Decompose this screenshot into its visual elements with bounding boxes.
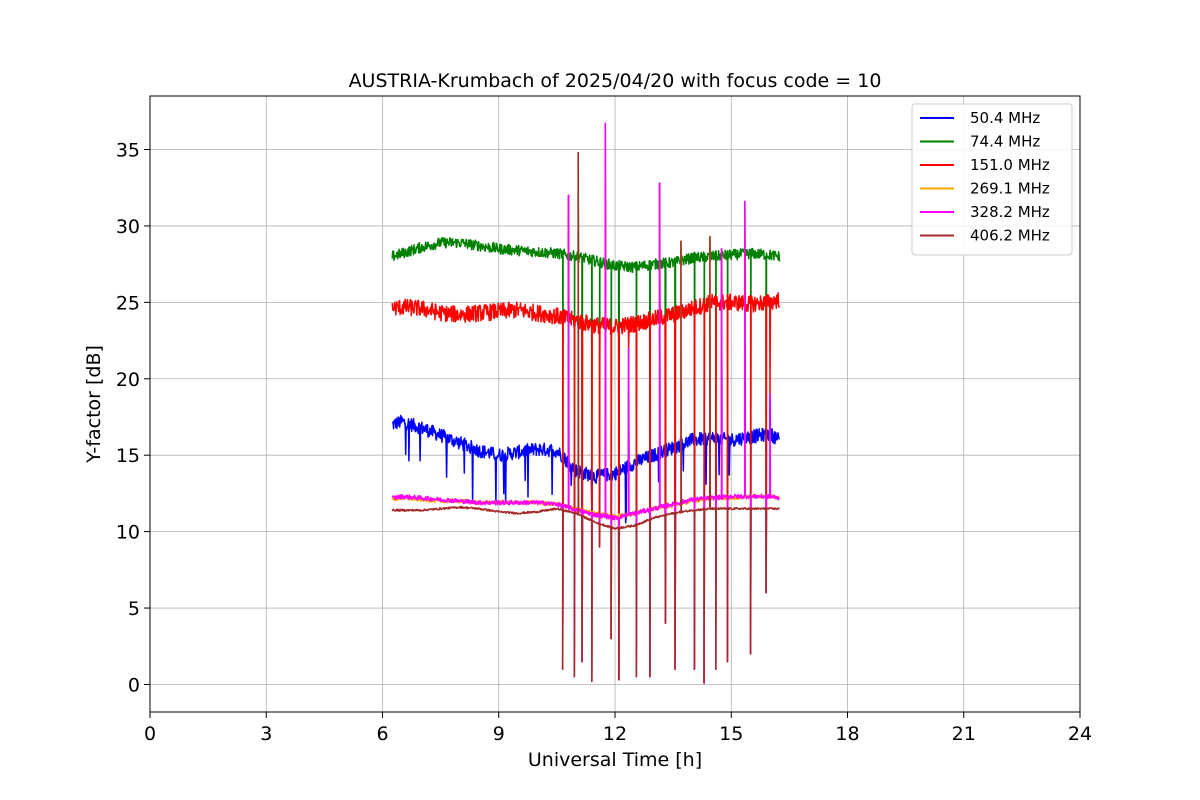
legend-label: 328.2 MHz [970, 203, 1050, 221]
series-layer [391, 122, 781, 684]
y-tick-label: 35 [116, 139, 140, 161]
y-axis-label: Y-factor [dB] [83, 345, 105, 464]
legend-label: 50.4 MHz [970, 109, 1040, 127]
legend-label: 406.2 MHz [970, 227, 1050, 245]
y-tick-label: 15 [116, 445, 140, 467]
x-tick-label: 21 [952, 723, 976, 745]
chart-title: AUSTRIA-Krumbach of 2025/04/20 with focu… [349, 70, 882, 92]
legend-label: 151.0 MHz [970, 156, 1050, 174]
y-tick-label: 5 [128, 598, 140, 620]
series-line [391, 122, 781, 684]
x-axis-label: Universal Time [h] [528, 749, 702, 771]
ticks: 0 3 6 9 12 15 18 21 24 0 5 10 15 20 25 30 35 [116, 139, 1092, 745]
y-tick-label: 20 [116, 369, 140, 391]
legend-label: 269.1 MHz [970, 180, 1050, 198]
x-tick-label: 12 [603, 723, 627, 745]
x-tick-label: 3 [260, 723, 272, 745]
y-tick-label: 30 [116, 216, 140, 238]
legend-label: 74.4 MHz [970, 133, 1040, 151]
y-tick-label: 25 [116, 292, 140, 314]
series-line [391, 151, 781, 684]
x-tick-label: 0 [144, 723, 156, 745]
y-tick-label: 0 [128, 674, 140, 696]
series-line [391, 151, 781, 684]
x-tick-label: 18 [835, 723, 859, 745]
x-tick-label: 15 [719, 723, 743, 745]
series-line [391, 122, 781, 684]
y-tick-label: 10 [116, 522, 140, 544]
x-tick-label: 24 [1068, 723, 1092, 745]
legend: 50.4 MHz 74.4 MHz 151.0 MHz 269.1 MHz 32… [911, 103, 1073, 256]
x-tick-label: 6 [376, 723, 388, 745]
x-tick-label: 9 [493, 723, 505, 745]
